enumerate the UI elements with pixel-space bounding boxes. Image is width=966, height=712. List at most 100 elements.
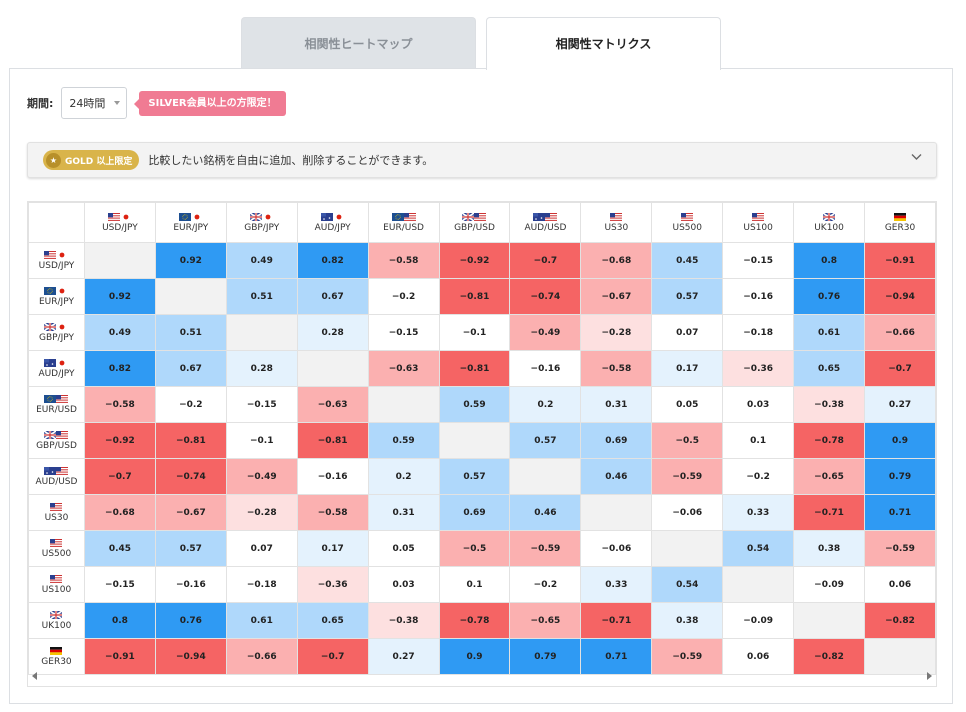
correlation-cell[interactable]: −0.65 (509, 602, 582, 639)
correlation-cell[interactable]: −0.59 (864, 530, 936, 567)
correlation-cell[interactable]: 0.92 (154, 242, 227, 279)
correlation-cell[interactable]: 0.57 (509, 422, 582, 459)
correlation-cell[interactable]: −0.16 (509, 350, 582, 387)
correlation-cell[interactable]: −0.15 (83, 566, 156, 603)
correlation-cell[interactable]: 0.38 (651, 602, 724, 639)
correlation-cell[interactable]: −0.2 (367, 278, 440, 315)
correlation-cell[interactable]: 0.31 (580, 386, 653, 423)
correlation-cell[interactable]: 0.9 (864, 422, 936, 459)
correlation-cell[interactable]: −0.38 (793, 386, 865, 423)
correlation-cell[interactable]: 0.28 (225, 350, 298, 387)
correlation-cell[interactable]: 0.06 (864, 566, 936, 603)
correlation-cell[interactable]: −0.15 (722, 242, 795, 279)
correlation-cell[interactable]: 0.54 (722, 530, 795, 567)
correlation-cell[interactable]: 0.92 (83, 278, 156, 315)
correlation-cell[interactable]: 0.1 (722, 422, 795, 459)
correlation-cell[interactable]: 0.28 (296, 314, 369, 351)
correlation-cell[interactable]: 0.71 (864, 494, 936, 531)
tab-correlation-matrix[interactable]: 相関性マトリクス (486, 17, 721, 70)
correlation-cell[interactable]: 0.67 (154, 350, 227, 387)
correlation-cell[interactable]: 0.59 (438, 386, 511, 423)
correlation-cell[interactable]: 0.1 (438, 566, 511, 603)
correlation-cell[interactable]: 0.69 (438, 494, 511, 531)
correlation-cell[interactable]: 0.05 (367, 530, 440, 567)
correlation-cell[interactable]: 0.46 (509, 494, 582, 531)
correlation-cell[interactable]: −0.68 (580, 242, 653, 279)
correlation-cell[interactable]: 0.38 (793, 530, 865, 567)
correlation-cell[interactable]: −0.7 (296, 638, 369, 675)
correlation-cell[interactable]: −0.78 (793, 422, 865, 459)
correlation-cell[interactable]: 0.59 (367, 422, 440, 459)
correlation-cell[interactable]: −0.5 (651, 422, 724, 459)
correlation-cell[interactable]: 0.05 (651, 386, 724, 423)
correlation-cell[interactable]: −0.09 (722, 602, 795, 639)
correlation-cell[interactable]: 0.82 (296, 242, 369, 279)
correlation-cell[interactable]: −0.63 (367, 350, 440, 387)
correlation-cell[interactable]: −0.06 (580, 530, 653, 567)
correlation-cell[interactable]: −0.28 (225, 494, 298, 531)
correlation-cell[interactable]: 0.67 (296, 278, 369, 315)
correlation-cell[interactable]: 0.31 (367, 494, 440, 531)
correlation-cell[interactable]: −0.18 (722, 314, 795, 351)
correlation-cell[interactable]: 0.27 (367, 638, 440, 675)
correlation-cell[interactable]: 0.03 (367, 566, 440, 603)
correlation-cell[interactable]: −0.71 (580, 602, 653, 639)
correlation-cell[interactable]: 0.49 (83, 314, 156, 351)
correlation-cell[interactable]: −0.58 (580, 350, 653, 387)
correlation-cell[interactable]: −0.92 (83, 422, 156, 459)
correlation-cell[interactable]: −0.1 (438, 314, 511, 351)
correlation-cell[interactable]: 0.49 (225, 242, 298, 279)
correlation-cell[interactable]: −0.66 (225, 638, 298, 675)
correlation-cell[interactable]: −0.7 (83, 458, 156, 495)
correlation-cell[interactable]: 0.69 (580, 422, 653, 459)
correlation-cell[interactable]: −0.94 (864, 278, 936, 315)
correlation-cell[interactable]: −0.82 (793, 638, 865, 675)
correlation-cell[interactable]: −0.16 (296, 458, 369, 495)
correlation-cell[interactable]: −0.67 (580, 278, 653, 315)
correlation-cell[interactable]: −0.09 (793, 566, 865, 603)
period-select[interactable]: 24時間 (61, 87, 128, 119)
correlation-cell[interactable]: 0.79 (509, 638, 582, 675)
correlation-cell[interactable]: −0.74 (154, 458, 227, 495)
correlation-cell[interactable]: −0.7 (509, 242, 582, 279)
correlation-cell[interactable]: −0.06 (651, 494, 724, 531)
correlation-cell[interactable]: 0.61 (793, 314, 865, 351)
correlation-cell[interactable]: −0.59 (651, 458, 724, 495)
correlation-cell[interactable]: 0.54 (651, 566, 724, 603)
correlation-cell[interactable]: −0.94 (154, 638, 227, 675)
correlation-cell[interactable]: −0.78 (438, 602, 511, 639)
correlation-cell[interactable]: −0.81 (296, 422, 369, 459)
correlation-cell[interactable]: −0.67 (154, 494, 227, 531)
correlation-cell[interactable]: −0.63 (296, 386, 369, 423)
correlation-cell[interactable]: −0.15 (225, 386, 298, 423)
correlation-cell[interactable]: −0.81 (438, 278, 511, 315)
correlation-cell[interactable]: 0.07 (225, 530, 298, 567)
correlation-cell[interactable]: −0.49 (509, 314, 582, 351)
correlation-cell[interactable]: 0.82 (83, 350, 156, 387)
correlation-cell[interactable]: 0.65 (296, 602, 369, 639)
horizontal-scrollbar[interactable] (28, 666, 936, 686)
correlation-cell[interactable]: 0.57 (438, 458, 511, 495)
correlation-cell[interactable]: 0.51 (154, 314, 227, 351)
correlation-cell[interactable]: −0.65 (793, 458, 865, 495)
correlation-cell[interactable]: −0.36 (296, 566, 369, 603)
correlation-cell[interactable]: −0.2 (722, 458, 795, 495)
correlation-cell[interactable]: 0.07 (651, 314, 724, 351)
correlation-cell[interactable]: −0.92 (438, 242, 511, 279)
correlation-cell[interactable]: −0.68 (83, 494, 156, 531)
correlation-cell[interactable]: −0.82 (864, 602, 936, 639)
correlation-cell[interactable]: 0.33 (722, 494, 795, 531)
correlation-cell[interactable]: −0.2 (154, 386, 227, 423)
correlation-cell[interactable]: −0.91 (83, 638, 156, 675)
correlation-cell[interactable]: 0.06 (722, 638, 795, 675)
correlation-cell[interactable]: 0.33 (580, 566, 653, 603)
correlation-cell[interactable]: −0.59 (509, 530, 582, 567)
scroll-right-icon[interactable] (927, 672, 932, 680)
correlation-cell[interactable]: −0.36 (722, 350, 795, 387)
correlation-cell[interactable]: 0.45 (83, 530, 156, 567)
correlation-cell[interactable]: 0.46 (580, 458, 653, 495)
correlation-cell[interactable]: 0.27 (864, 386, 936, 423)
correlation-cell[interactable]: −0.81 (438, 350, 511, 387)
correlation-cell[interactable]: −0.66 (864, 314, 936, 351)
correlation-cell[interactable]: −0.1 (225, 422, 298, 459)
